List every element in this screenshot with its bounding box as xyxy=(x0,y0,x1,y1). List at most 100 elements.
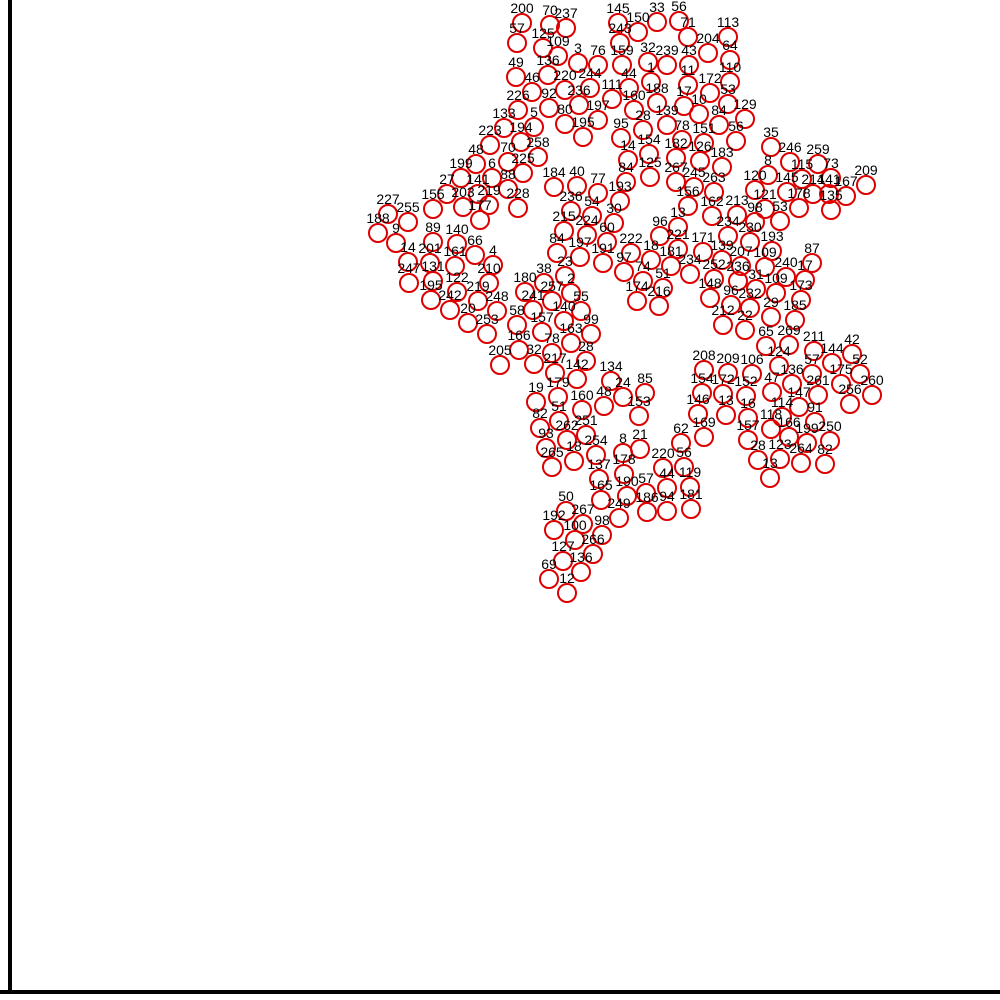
point-label: 265 xyxy=(540,444,564,460)
scatter-point xyxy=(612,55,632,75)
point-label: 151 xyxy=(692,120,716,136)
point-label: 14 xyxy=(620,137,636,153)
point-label: 56 xyxy=(671,0,687,14)
point-label: 82 xyxy=(532,405,548,421)
scatter-point xyxy=(678,75,698,95)
point-label: 137 xyxy=(587,456,611,472)
scatter-point xyxy=(554,221,574,241)
point-label: 259 xyxy=(806,141,830,157)
point-label: 160 xyxy=(570,387,594,403)
scatter-point xyxy=(742,364,762,384)
point-label: 122 xyxy=(445,269,469,285)
point-label: 91 xyxy=(807,399,823,415)
point-label: 77 xyxy=(590,170,606,186)
point-label: 48 xyxy=(468,141,484,157)
point-label: 78 xyxy=(544,330,560,346)
point-label: 18 xyxy=(643,237,659,253)
scatter-point xyxy=(581,324,601,344)
point-label: 199 xyxy=(795,420,819,436)
point-label: 208 xyxy=(692,347,716,363)
scatter-point xyxy=(378,204,398,224)
scatter-point xyxy=(694,427,714,447)
scatter-point xyxy=(513,163,533,183)
point-label: 175 xyxy=(829,361,853,377)
scatter-point xyxy=(842,344,862,364)
point-label: 220 xyxy=(651,445,675,461)
scatter-point xyxy=(556,501,576,521)
scatter-point xyxy=(782,374,802,394)
point-label: 207 xyxy=(729,243,753,259)
point-label: 76 xyxy=(590,42,606,58)
point-label: 23 xyxy=(557,253,573,269)
scatter-point xyxy=(831,374,851,394)
point-label: 241 xyxy=(521,287,545,303)
scatter-point xyxy=(815,454,835,474)
point-label: 219 xyxy=(466,278,490,294)
scatter-point xyxy=(507,33,527,53)
point-label: 84 xyxy=(549,230,565,246)
point-label: 136 xyxy=(780,361,804,377)
scatter-point xyxy=(681,499,701,519)
scatter-point xyxy=(680,264,700,284)
scatter-point xyxy=(769,356,789,376)
scatter-point xyxy=(386,233,406,253)
point-label: 88 xyxy=(500,166,516,182)
scatter-point xyxy=(638,52,658,72)
point-label: 236 xyxy=(567,82,591,98)
point-label: 197 xyxy=(568,234,592,250)
point-label: 191 xyxy=(591,240,615,256)
point-label: 111 xyxy=(601,76,622,92)
scatter-point xyxy=(791,453,811,473)
point-label: 182 xyxy=(664,135,688,151)
scatter-point xyxy=(713,384,733,404)
point-label: 173 xyxy=(789,277,813,293)
scatter-point xyxy=(641,72,661,92)
scatter-point xyxy=(542,457,562,477)
scatter-point xyxy=(570,247,590,267)
scatter-point xyxy=(746,279,766,299)
point-label: 65 xyxy=(758,323,774,339)
scatter-point xyxy=(735,320,755,340)
point-label: 119 xyxy=(679,464,702,480)
scatter-point xyxy=(678,27,698,47)
point-label: 144 xyxy=(820,340,844,356)
scatter-point xyxy=(755,199,775,219)
scatter-point xyxy=(731,256,751,276)
scatter-point xyxy=(738,430,758,450)
point-label: 89 xyxy=(425,219,441,235)
point-label: 266 xyxy=(581,531,605,547)
scatter-point xyxy=(538,65,558,85)
scatter-point xyxy=(762,382,782,402)
point-label: 120 xyxy=(743,167,767,183)
scatter-point xyxy=(736,386,756,406)
scatter-point xyxy=(713,315,733,335)
point-label: 46 xyxy=(524,69,540,85)
scatter-point xyxy=(586,445,606,465)
scatter-point xyxy=(588,55,608,75)
point-label: 246 xyxy=(778,139,802,155)
point-label: 269 xyxy=(777,322,801,338)
scatter-point xyxy=(641,250,661,270)
point-label: 219 xyxy=(477,182,501,198)
point-label: 38 xyxy=(536,260,552,276)
scatter-point xyxy=(803,184,823,204)
point-label: 55 xyxy=(573,288,589,304)
point-label: 13 xyxy=(670,204,686,220)
scatter-point xyxy=(740,298,760,318)
scatter-point xyxy=(709,115,729,135)
scatter-point xyxy=(727,205,747,225)
scatter-point xyxy=(565,530,585,550)
point-label: 209 xyxy=(854,162,878,178)
scatter-point xyxy=(721,295,741,315)
scatter-point xyxy=(789,397,809,417)
point-label: 53 xyxy=(720,81,736,97)
scatter-point xyxy=(797,433,817,453)
point-label: 205 xyxy=(488,342,512,358)
scatter-point xyxy=(704,269,724,289)
point-label: 70 xyxy=(500,139,516,155)
point-label: 225 xyxy=(511,150,535,166)
scatter-point xyxy=(583,544,603,564)
point-label: 17 xyxy=(676,83,692,99)
